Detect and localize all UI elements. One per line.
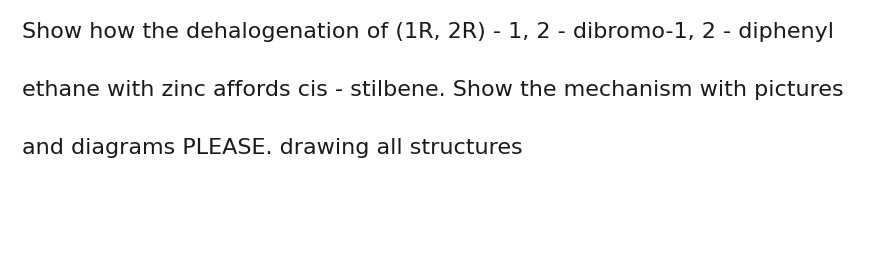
Text: and diagrams PLEASE. drawing all structures: and diagrams PLEASE. drawing all structu… [22, 138, 523, 158]
Text: ethane with zinc affords cis - stilbene. Show the mechanism with pictures: ethane with zinc affords cis - stilbene.… [22, 80, 844, 100]
Text: Show how the dehalogenation of (1R, 2R) - 1, 2 - dibromo-1, 2 - diphenyl: Show how the dehalogenation of (1R, 2R) … [22, 22, 834, 42]
